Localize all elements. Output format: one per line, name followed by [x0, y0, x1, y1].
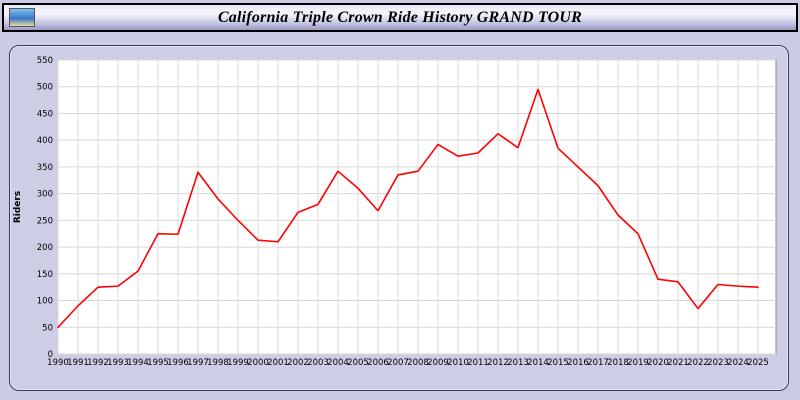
svg-text:1994: 1994	[127, 358, 149, 368]
svg-text:2005: 2005	[347, 358, 369, 368]
svg-text:2011: 2011	[467, 358, 489, 368]
svg-text:2008: 2008	[407, 358, 429, 368]
svg-text:2010: 2010	[447, 358, 469, 368]
svg-text:2023: 2023	[707, 358, 729, 368]
svg-text:2019: 2019	[627, 358, 649, 368]
svg-text:0: 0	[48, 350, 53, 360]
svg-text:1996: 1996	[167, 358, 189, 368]
svg-text:150: 150	[37, 270, 53, 280]
svg-text:2020: 2020	[647, 358, 669, 368]
svg-text:Riders: Riders	[13, 191, 23, 223]
svg-text:2007: 2007	[387, 358, 409, 368]
svg-text:100: 100	[37, 297, 53, 307]
svg-text:550: 550	[37, 56, 53, 66]
svg-text:2001: 2001	[267, 358, 289, 368]
svg-text:1992: 1992	[87, 358, 109, 368]
svg-text:300: 300	[37, 190, 53, 200]
svg-text:2017: 2017	[587, 358, 609, 368]
svg-text:1990: 1990	[47, 358, 69, 368]
svg-text:2021: 2021	[667, 358, 689, 368]
svg-text:450: 450	[37, 109, 53, 119]
svg-text:1995: 1995	[147, 358, 169, 368]
svg-text:350: 350	[37, 163, 53, 173]
svg-text:2025: 2025	[747, 358, 769, 368]
svg-text:250: 250	[37, 216, 53, 226]
svg-text:2006: 2006	[367, 358, 389, 368]
svg-text:200: 200	[37, 243, 53, 253]
svg-text:1997: 1997	[187, 358, 209, 368]
chart-frame: 0 50 100 150 200 250 300 350 400 450 500 550 1990 199…	[9, 45, 789, 391]
svg-text:1993: 1993	[107, 358, 129, 368]
svg-text:2024: 2024	[727, 358, 749, 368]
chart-title: California Triple Crown Ride History GRA…	[217, 8, 583, 26]
chart-svg: 0501001502002503003504004505005501990199…	[13, 56, 777, 368]
svg-text:1991: 1991	[67, 358, 89, 368]
logo-icon	[9, 8, 35, 27]
svg-text:2013: 2013	[507, 358, 529, 368]
svg-text:400: 400	[37, 136, 53, 146]
svg-text:2002: 2002	[287, 358, 309, 368]
svg-text:2022: 2022	[687, 358, 709, 368]
svg-text:2009: 2009	[427, 358, 449, 368]
svg-text:2015: 2015	[547, 358, 569, 368]
svg-text:1998: 1998	[207, 358, 229, 368]
svg-text:500: 500	[37, 83, 53, 93]
chart-title-bar: California Triple Crown Ride History GRA…	[2, 3, 798, 32]
svg-text:2016: 2016	[567, 358, 589, 368]
svg-text:2003: 2003	[307, 358, 329, 368]
svg-text:2000: 2000	[247, 358, 269, 368]
svg-text:2004: 2004	[327, 358, 349, 368]
svg-text:2012: 2012	[487, 358, 509, 368]
svg-text:2014: 2014	[527, 358, 549, 368]
svg-text:2018: 2018	[607, 358, 629, 368]
svg-text:50: 50	[42, 323, 53, 333]
svg-text:1999: 1999	[227, 358, 249, 368]
